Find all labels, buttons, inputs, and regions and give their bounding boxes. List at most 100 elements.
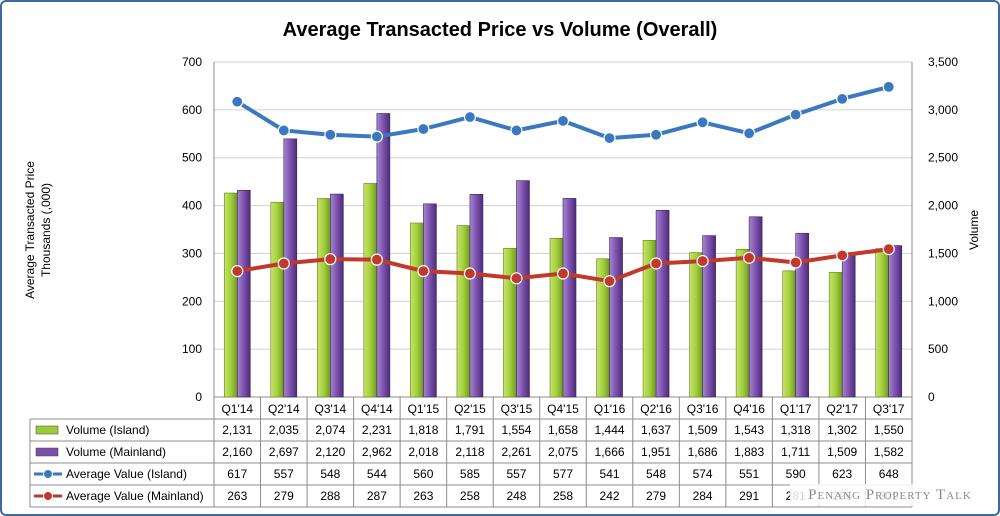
y-right-tick-label: 3,500 <box>928 55 958 69</box>
y-left-tick-label: 300 <box>182 246 202 260</box>
lines <box>231 80 895 288</box>
data-point <box>603 275 616 288</box>
data-label: 548 <box>646 467 666 481</box>
data-label: 1,711 <box>781 445 810 459</box>
data-point <box>743 127 756 140</box>
data-label: 1,302 <box>827 423 857 437</box>
data-label: 648 <box>879 467 899 481</box>
y-left-axis-title-line2: Thousands (,000) <box>39 183 53 277</box>
data-point <box>789 108 802 121</box>
y-left-tick-label: 400 <box>182 199 202 213</box>
y-left-axis-title-line1: Average Transacted Price <box>23 161 37 299</box>
y-right-tick-label: 500 <box>928 342 948 356</box>
data-label: 1,444 <box>595 423 625 437</box>
bar-island <box>828 272 843 398</box>
data-point <box>277 124 290 137</box>
data-label: 1,818 <box>408 423 438 437</box>
data-point <box>231 265 244 278</box>
data-label: 1,509 <box>688 423 718 437</box>
x-tick-label: Q1'17 <box>780 402 812 416</box>
data-point <box>882 243 895 256</box>
data-label: 1,509 <box>827 445 857 459</box>
bar-island <box>503 247 517 398</box>
data-label: 1,550 <box>874 423 904 437</box>
bar-mainland <box>423 203 437 398</box>
bar-island <box>549 238 564 398</box>
data-label: 2,962 <box>362 445 392 459</box>
bar-island <box>689 252 703 398</box>
data-label: 287 <box>367 489 387 503</box>
x-tick-label: Q2'15 <box>454 402 486 416</box>
x-tick-label: Q2'16 <box>640 402 672 416</box>
data-label: 288 <box>320 489 340 503</box>
x-tick-label: Q4'16 <box>733 402 765 416</box>
x-tick-label: Q3'17 <box>873 402 905 416</box>
bar-island <box>735 249 750 398</box>
bar-island <box>270 201 285 398</box>
bar-island <box>410 222 424 398</box>
bar-island <box>456 225 471 398</box>
data-label: 617 <box>227 467 247 481</box>
data-point <box>510 124 523 137</box>
data-point <box>649 257 663 270</box>
legend-entry: Volume (Island) <box>66 423 149 437</box>
data-point <box>556 267 570 280</box>
bar-mainland <box>330 193 344 398</box>
data-point <box>603 131 616 145</box>
data-label: 263 <box>227 489 247 503</box>
data-label: 242 <box>600 489 620 503</box>
y-left-ticks: 0 100 200 300 400 500 600 700 <box>182 55 202 404</box>
x-tick-label: Q1'15 <box>408 402 440 416</box>
data-label: 279 <box>646 489 666 503</box>
data-point <box>324 128 337 141</box>
data-label: 2,131 <box>222 423 252 437</box>
data-point <box>696 254 709 268</box>
x-tick-label: Q3'15 <box>501 402 533 416</box>
data-label: 1,582 <box>874 445 904 459</box>
data-point <box>789 256 802 269</box>
data-label: 1,658 <box>548 423 578 437</box>
bar-mainland <box>795 232 809 398</box>
bar-mainland <box>841 252 856 398</box>
chart-title: Average Transacted Price vs Volume (Over… <box>283 19 718 41</box>
data-label: 2,261 <box>501 445 531 459</box>
bar-island <box>875 248 890 398</box>
data-label: 1,637 <box>641 423 671 437</box>
data-label: 1,318 <box>781 423 811 437</box>
bar-mainland <box>888 245 903 398</box>
y-left-tick-label: 700 <box>182 55 202 69</box>
data-label: 263 <box>413 489 433 503</box>
data-label: 1,686 <box>688 445 718 459</box>
data-point <box>556 114 570 127</box>
data-label: 2,120 <box>315 445 345 459</box>
data-label: 279 <box>274 489 294 503</box>
x-tick-label: Q2'17 <box>826 402 858 416</box>
data-label: 2,160 <box>222 445 252 459</box>
data-point <box>277 257 290 270</box>
y-right-axis-title: Volume <box>967 210 981 250</box>
legend-entry: Average Value (Mainland) <box>66 489 204 503</box>
data-label: 1,666 <box>595 445 625 459</box>
data-label: 2,018 <box>408 445 438 459</box>
bar-mainland <box>702 235 716 398</box>
bar-mainland <box>469 193 484 398</box>
bars <box>223 113 903 398</box>
legend-entry: Average Value (Island) <box>66 467 187 481</box>
data-label: 590 <box>786 467 806 481</box>
x-tick-label: Q3'16 <box>687 402 719 416</box>
watermark: Penang Property Talk <box>790 484 990 506</box>
data-label: 258 <box>553 489 573 503</box>
bar-mainland <box>609 237 623 398</box>
x-tick-label: Q4'15 <box>547 402 579 416</box>
legend-swatch <box>35 447 59 457</box>
bar-island <box>363 183 378 398</box>
data-label: 544 <box>367 467 387 481</box>
y-left-tick-label: 600 <box>182 103 202 117</box>
data-label: 2,231 <box>362 423 392 437</box>
y-right-tick-label: 2,000 <box>928 199 958 213</box>
x-tick-label: Q3'14 <box>315 402 347 416</box>
data-point <box>836 249 849 262</box>
data-label: 623 <box>832 467 852 481</box>
data-point <box>417 265 430 278</box>
legend-marker <box>43 491 53 501</box>
